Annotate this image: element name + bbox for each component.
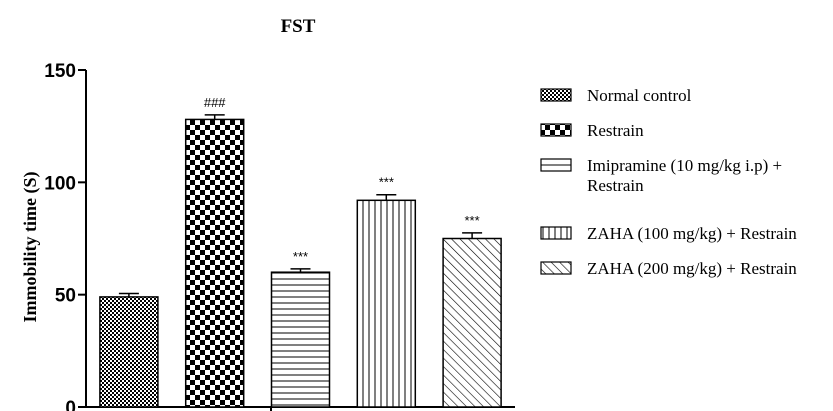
y-tick-label: 50 — [55, 286, 76, 307]
bar-2 — [184, 118, 245, 408]
legend-swatch-4 — [540, 226, 572, 240]
y-tick-label: 100 — [44, 173, 76, 194]
significance-label-2: ### — [204, 95, 226, 110]
significance-label-3: *** — [293, 249, 308, 264]
chart-title: FST — [281, 16, 316, 37]
significance-label-5: *** — [465, 213, 480, 228]
significance-label-4: *** — [379, 175, 394, 190]
y-tick-label: 0 — [65, 398, 76, 411]
legend-swatch-3 — [540, 158, 572, 172]
legend-label-4: ZAHA (100 mg/kg) + Restrain — [587, 224, 797, 243]
legend-label-5: ZAHA (200 mg/kg) + Restrain — [587, 259, 797, 278]
legend-label-3: Imipramine (10 mg/kg i.p) + — [587, 156, 782, 175]
legend-swatch-2 — [540, 123, 572, 137]
y-ticks: 0 50 100 150 — [44, 61, 272, 411]
y-axis-label: Immobility time (S) — [20, 172, 41, 323]
legend-label-3: Restrain — [587, 176, 644, 195]
bar-1 — [99, 296, 159, 408]
legend-label-2: Restrain — [587, 121, 644, 140]
bars: ### *** *** *** — [99, 95, 502, 408]
legend-swatch-5 — [540, 261, 572, 275]
bar-3 — [270, 271, 331, 408]
bar-5 — [442, 237, 502, 408]
legend-swatch-1 — [540, 88, 572, 102]
bar-4 — [356, 199, 417, 408]
y-tick-label: 150 — [44, 61, 76, 82]
legend-label-1: Normal control — [587, 86, 692, 105]
